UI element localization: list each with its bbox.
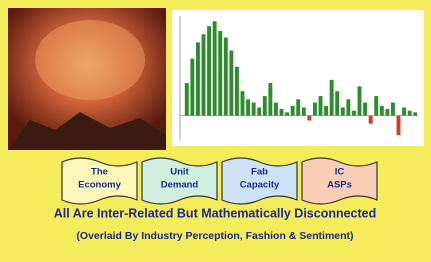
- bar: [369, 116, 373, 124]
- bar: [207, 26, 211, 115]
- bar: [319, 96, 323, 116]
- bar: [296, 99, 300, 115]
- slide: The Economy Unit Demand Fab Capacity IC ASPs Al…: [0, 0, 431, 262]
- caption-line-1: All Are Inter-Related But Mathematically…: [54, 206, 377, 220]
- bar: [291, 106, 295, 116]
- bar: [252, 103, 256, 116]
- bar: [263, 96, 267, 116]
- bar: [352, 111, 356, 116]
- bar: [268, 83, 272, 116]
- bar: [335, 91, 339, 115]
- bar: [224, 38, 228, 116]
- caption-line-2: (Overlaid By Industry Perception, Fashio…: [76, 230, 353, 242]
- bar: [274, 103, 278, 116]
- banner-label: ASPs: [327, 180, 352, 191]
- bar: [285, 112, 289, 115]
- banner-label: Economy: [78, 180, 121, 191]
- bar: [330, 80, 334, 116]
- bar: [302, 107, 306, 115]
- bar: [380, 106, 384, 116]
- bar: [202, 34, 206, 115]
- bar: [190, 59, 194, 116]
- bar: [391, 103, 395, 116]
- slide-canvas: The Economy Unit Demand Fab Capacity IC ASPs Al…: [0, 0, 431, 262]
- banner-label: Capacity: [240, 180, 280, 191]
- bar: [280, 109, 284, 116]
- banner-label: The: [91, 167, 108, 178]
- bar: [213, 21, 217, 115]
- bar: [346, 99, 350, 115]
- banner-label: Fab: [251, 167, 268, 178]
- bar: [324, 106, 328, 116]
- bar: [229, 51, 233, 116]
- bar: [402, 107, 406, 115]
- picture-cloud: [35, 20, 145, 100]
- banner-label: Unit: [170, 167, 189, 178]
- bar: [218, 31, 222, 116]
- bar: [413, 112, 417, 115]
- bar: [341, 107, 345, 115]
- bar: [196, 42, 200, 115]
- bar: [241, 91, 245, 115]
- bar: [358, 86, 362, 115]
- bar: [374, 96, 378, 116]
- bar: [307, 116, 311, 121]
- bar: [246, 99, 250, 115]
- bar: [257, 107, 261, 115]
- bar: [408, 111, 412, 116]
- bar: [385, 109, 389, 116]
- bar: [363, 103, 367, 116]
- banner-label: IC: [335, 167, 345, 178]
- bar: [235, 67, 239, 116]
- bar: [397, 116, 401, 136]
- bar: [313, 103, 317, 116]
- bar: [185, 83, 189, 116]
- banner-label: Demand: [161, 180, 199, 191]
